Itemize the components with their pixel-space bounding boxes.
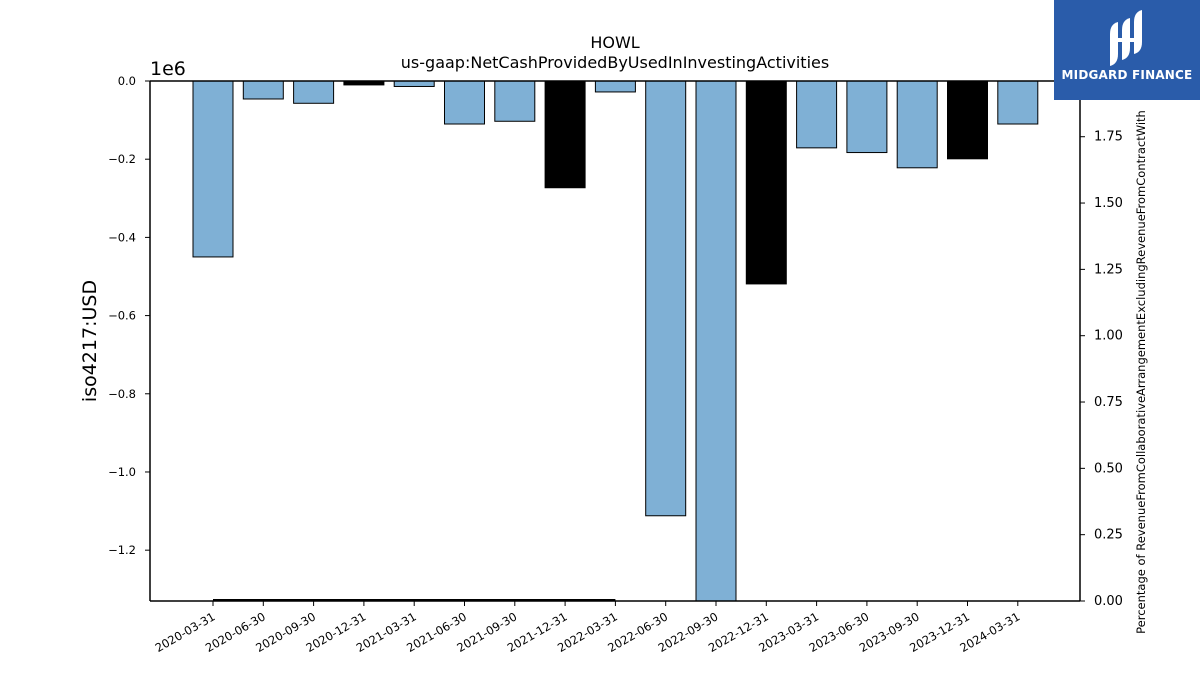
y-tick-label: −1.2: [108, 543, 136, 557]
chart-subtitle: us-gaap:NetCashProvidedByUsedInInvesting…: [401, 53, 829, 72]
y-offset-label: 1e6: [150, 58, 186, 80]
logo-text: MIDGARD FINANCE: [1061, 68, 1193, 82]
bar: [444, 80, 485, 125]
axes-group: [149, 80, 1081, 602]
y2-tick-label: 1.00: [1094, 329, 1123, 344]
y2-tick-label: 1.50: [1094, 196, 1123, 211]
y-axis-label: iso4217:USD: [79, 280, 101, 402]
midgard-logo-icon: [1110, 10, 1142, 66]
bar: [393, 80, 435, 87]
y2-tick-label: 0.50: [1094, 461, 1123, 476]
y-tick-label: −0.8: [108, 387, 136, 401]
bar: [544, 80, 586, 189]
bar: [896, 80, 938, 169]
y2-tick-label: 0.00: [1094, 594, 1123, 609]
bar: [645, 80, 687, 517]
bar: [494, 80, 536, 122]
bar: [997, 80, 1039, 125]
bar: [846, 80, 888, 154]
y-tick-label: −0.6: [108, 309, 136, 323]
y2-tick-label: 1.75: [1094, 130, 1123, 145]
chart-title: HOWL: [590, 33, 639, 52]
bar: [745, 80, 787, 285]
y2-tick-label: 0.25: [1094, 528, 1123, 543]
bars-group: [192, 80, 1039, 602]
brand-logo: MIDGARD FINANCE: [1054, 0, 1200, 100]
y-tick-label: −1.0: [108, 465, 136, 479]
bar: [695, 80, 737, 602]
y2-ticks-group: 0.00 0.25 0.50 0.75 1.00 1.25 1.50 1.75: [1080, 130, 1123, 609]
x-ticks-group: 2020-03-312020-06-302020-09-302020-12-31…: [153, 601, 1022, 655]
bar: [796, 80, 838, 149]
y2-tick-label: 0.75: [1094, 395, 1123, 410]
bar: [594, 80, 636, 93]
y-tick-label: −0.2: [108, 152, 136, 166]
y-tick-label: 0.0: [118, 74, 136, 88]
y-ticks-group: 0.0 −0.2 −0.4 −0.6 −0.8 −1.0 −1.2: [108, 74, 150, 557]
bar: [242, 80, 284, 100]
bar: [947, 80, 988, 160]
bar: [293, 80, 335, 104]
y-tick-label: −0.4: [108, 230, 136, 244]
y2-axis-label: Percentage of RevenueFromCollaborativeAr…: [1134, 110, 1148, 634]
y2-tick-label: 1.25: [1094, 262, 1123, 277]
bar: [192, 80, 234, 258]
